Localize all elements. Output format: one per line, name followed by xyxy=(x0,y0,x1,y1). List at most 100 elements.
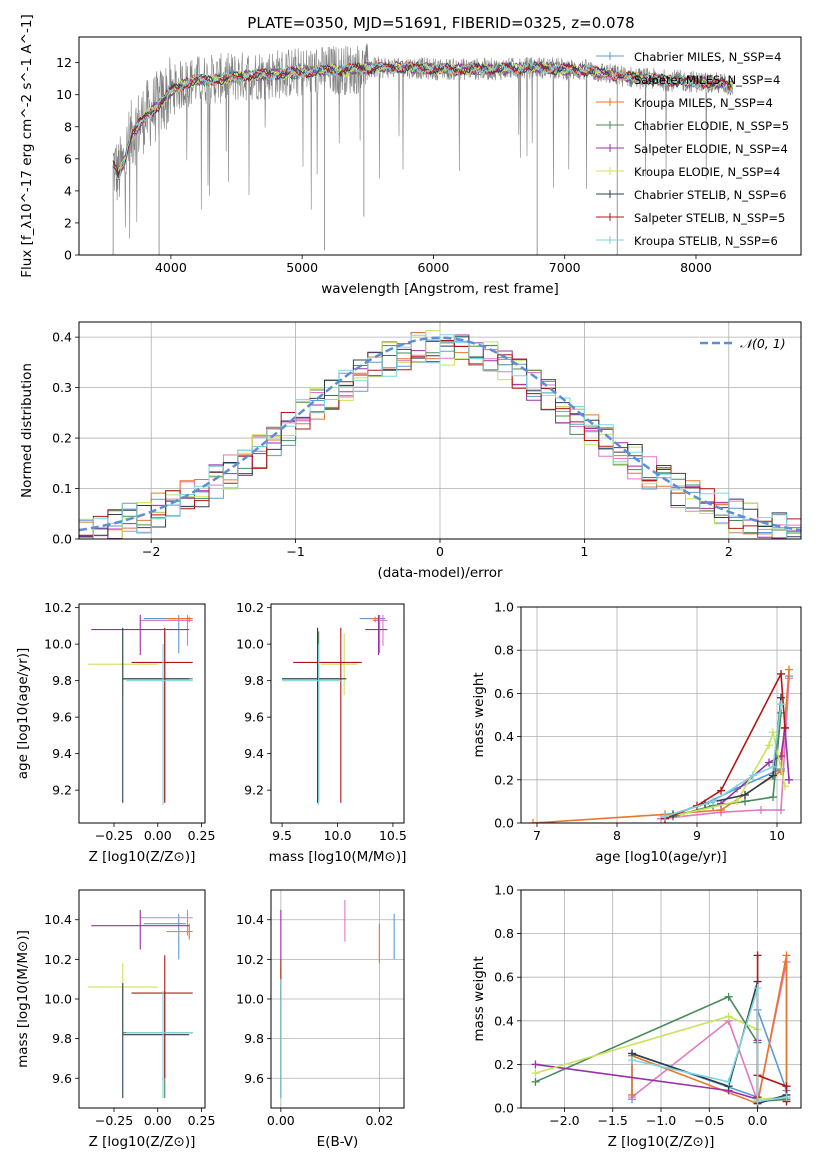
legend-label: Chabrier STELIB, N_SSP=6 xyxy=(634,188,786,202)
x-tick-label: 5000 xyxy=(286,260,318,275)
weight_vs_age-frame xyxy=(520,606,802,824)
y-tick-label: 0.1 xyxy=(52,481,72,496)
y-tick-label: 0.2 xyxy=(494,772,514,787)
y-tick-label: 0.8 xyxy=(494,926,514,941)
weight_vs_age-plot-area xyxy=(529,665,793,823)
legend-label: Salpeter ELODIE, N_SSP=4 xyxy=(634,142,788,156)
x-axis-label: E(B-V) xyxy=(317,1134,359,1150)
age_vs_Z-plot-area xyxy=(87,614,193,805)
mass-weight-marker xyxy=(531,1069,540,1078)
x-tick-label: 0.02 xyxy=(365,1113,393,1128)
legend-label: Kroupa STELIB, N_SSP=6 xyxy=(634,234,778,248)
mass_vs_Z-plot-area xyxy=(87,909,193,1099)
y-axis-label: age [log10(age/yr)] xyxy=(15,648,31,780)
mass-weight-marker xyxy=(769,728,777,737)
mass-weight-marker xyxy=(777,700,785,709)
y-tick-label: 0.3 xyxy=(52,380,72,395)
legend-label: Salpeter STELIB, N_SSP=5 xyxy=(634,211,785,225)
mass_vs_ebv-plot-area xyxy=(280,899,395,1099)
mass-weight-marker xyxy=(769,762,777,771)
mass-weight-marker xyxy=(741,790,749,799)
legend-label: Salpeter MILES, N_SSP=4 xyxy=(634,73,780,87)
residuals-frame xyxy=(78,321,802,540)
model-fit-line xyxy=(112,60,734,180)
mass-weight-marker xyxy=(785,665,793,674)
x-axis-label: Z [log10(Z/Z⊙)] xyxy=(89,1134,196,1150)
x-tick-label: 4000 xyxy=(155,260,187,275)
plot-layer: 4000 5000 6000 7000 8000024681012wavelength … xyxy=(15,14,802,1150)
x-tick-label: 0.00 xyxy=(144,828,172,843)
mass-weight-marker xyxy=(753,951,762,960)
mass-weight-line xyxy=(664,671,786,820)
mass-weight-line xyxy=(672,697,782,816)
x-tick-label: 0.00 xyxy=(144,1113,172,1128)
spectrum-plot-area xyxy=(112,43,734,255)
mass-weight-marker xyxy=(782,1082,791,1091)
mass_vs_ebv-axes: 0.00 0.02 9.6 9.8 10.0 10.2 10.4 E(B-V) xyxy=(236,890,404,1150)
age_vs_Z-axes: −0.25 0.00 0.25 9.2 9.4 9.6 9.8 10.0 10.2 Z [log1… xyxy=(15,600,215,865)
mass-weight-marker xyxy=(765,741,773,750)
x-tick-label: 10.0 xyxy=(324,828,352,843)
legend-label: 𝒩(0, 1) xyxy=(740,336,786,351)
y-tick-label: 9.6 xyxy=(244,710,264,725)
mass-weight-marker xyxy=(724,1012,733,1021)
y-tick-label: 9.8 xyxy=(244,1031,264,1046)
mass-weight-marker xyxy=(757,806,765,815)
mass-weight-marker xyxy=(733,797,741,806)
x-tick-label: 9 xyxy=(693,828,701,843)
y-tick-label: 9.4 xyxy=(52,746,72,761)
y-tick-label: 10.4 xyxy=(236,912,264,927)
mass-weight-marker xyxy=(749,771,757,780)
x-tick-label: −1.0 xyxy=(646,1113,676,1128)
x-tick-label: 2 xyxy=(725,544,733,559)
y-tick-label: 0.0 xyxy=(494,816,514,831)
x-axis-label: Z [log10(Z/Z⊙)] xyxy=(89,849,196,865)
y-tick-label: 0.4 xyxy=(52,330,72,345)
x-tick-label: −1.5 xyxy=(598,1113,628,1128)
y-tick-label: 12 xyxy=(56,55,72,70)
y-tick-label: 0.2 xyxy=(494,1057,514,1072)
mass-weight-marker xyxy=(628,1056,637,1065)
mass-weight-marker xyxy=(777,806,785,815)
residuals-plot-area xyxy=(79,330,801,539)
x-tick-label: −0.25 xyxy=(95,1113,133,1128)
y-axis-label: mass weight xyxy=(471,956,487,1041)
x-axis-label: Z [log10(Z/Z⊙)] xyxy=(608,1134,715,1150)
y-tick-label: 0.6 xyxy=(494,970,514,985)
x-tick-label: −2 xyxy=(142,544,160,559)
x-tick-label: 7000 xyxy=(549,260,581,275)
mass-weight-line xyxy=(535,1040,759,1102)
mass_vs_ebv-frame xyxy=(270,889,405,1109)
mass-weight-marker xyxy=(724,992,733,1001)
weight_vs_Z-frame xyxy=(520,889,802,1109)
y-tick-label: 10.0 xyxy=(44,992,72,1007)
spectrum-legend: Chabrier MILES, N_SSP=4 Salpeter MILES, N… xyxy=(596,50,789,248)
mass-weight-marker xyxy=(531,1060,540,1069)
y-tick-label: 0.6 xyxy=(494,686,514,701)
mass_vs_Z-frame xyxy=(78,889,206,1109)
y-tick-label: 0.8 xyxy=(494,643,514,658)
weight_vs_Z-plot-area xyxy=(531,951,791,1108)
x-tick-label: 0.00 xyxy=(267,1113,295,1128)
mass-weight-marker xyxy=(531,1077,540,1086)
y-axis-label: mass [log10(M/M⊙)] xyxy=(15,930,31,1068)
x-tick-label: 10 xyxy=(769,828,785,843)
x-tick-label: 9.5 xyxy=(272,828,292,843)
mass-weight-marker xyxy=(781,723,789,732)
y-tick-label: 9.8 xyxy=(52,1031,72,1046)
y-tick-label: 6 xyxy=(64,151,72,166)
mass-weight-marker xyxy=(661,812,669,821)
mass-weight-marker xyxy=(785,775,793,784)
x-tick-label: 1 xyxy=(580,544,588,559)
y-tick-label: 9.8 xyxy=(244,673,264,688)
weight_vs_Z-axes: −2.0 −1.5 −1.0 −0.5 0.0 0.0 0.2 0.4 0.6 0.8 1.0 Z [… xyxy=(471,883,801,1150)
x-tick-label: 0.25 xyxy=(188,1113,216,1128)
y-tick-label: 9.2 xyxy=(244,783,264,798)
y-tick-label: 10.0 xyxy=(44,637,72,652)
mass-weight-marker xyxy=(769,793,777,802)
y-tick-label: 9.6 xyxy=(52,710,72,725)
y-tick-label: 10.2 xyxy=(44,600,72,615)
y-tick-label: 4 xyxy=(64,183,72,198)
y-tick-label: 0 xyxy=(64,248,72,263)
